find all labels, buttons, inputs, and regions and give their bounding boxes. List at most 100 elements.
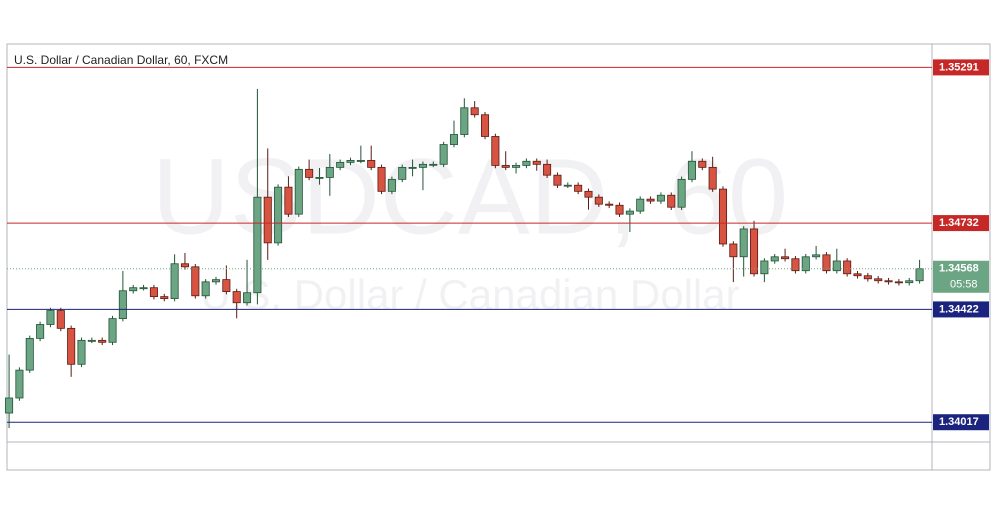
candle-body — [853, 273, 862, 277]
candle-body — [532, 160, 541, 165]
candle-body — [336, 161, 345, 168]
candle-body — [274, 186, 283, 244]
candle-body — [201, 281, 210, 297]
candle-body — [180, 263, 189, 268]
candle-body — [915, 268, 924, 282]
candle-body — [832, 260, 841, 272]
candle-body — [522, 160, 531, 166]
level-label-bg — [933, 414, 989, 431]
candle-body — [315, 177, 324, 179]
candle-body — [687, 160, 696, 180]
candle-body — [760, 260, 769, 275]
candle-body — [636, 198, 645, 212]
candle-body — [863, 275, 872, 280]
candle-body — [729, 243, 738, 258]
candle-body — [129, 287, 138, 292]
candle-body — [398, 166, 407, 180]
candle-body — [5, 397, 14, 414]
candle-body — [884, 280, 893, 283]
candle-body — [25, 337, 34, 371]
candle-body — [294, 168, 303, 215]
candle-body — [170, 263, 179, 299]
level-label: 1.35291 — [939, 61, 979, 73]
candle-body — [677, 178, 686, 208]
candle-body — [460, 107, 469, 135]
candle-body — [222, 279, 231, 293]
last-price-bg — [933, 260, 989, 293]
candle-body — [263, 196, 272, 244]
candle-body — [98, 339, 107, 343]
candle-body — [718, 188, 728, 245]
candle-body — [574, 184, 583, 192]
candle-body — [439, 144, 448, 165]
candle-body — [812, 254, 821, 258]
candle-body — [408, 166, 417, 169]
candle-body — [211, 279, 221, 283]
candle-body — [501, 165, 510, 168]
candle-body — [874, 278, 883, 282]
candle-body — [843, 260, 852, 275]
candle-body — [356, 160, 365, 162]
last-price-label: 1.34568 — [939, 263, 979, 275]
level-label-bg — [933, 215, 989, 232]
candle-body — [77, 339, 86, 365]
candle-body — [46, 310, 55, 325]
candle-body — [377, 166, 386, 192]
candle-body — [822, 254, 831, 272]
candle-body — [305, 168, 314, 178]
level-label: 1.34422 — [939, 303, 979, 315]
candle-body — [191, 266, 200, 297]
candle-body — [429, 163, 438, 166]
candle-body — [36, 324, 45, 339]
candle-body — [243, 292, 252, 304]
candle-body — [491, 136, 500, 166]
candle-body — [367, 160, 376, 168]
candle-body — [563, 184, 572, 187]
candle-body — [284, 186, 293, 215]
candle-body — [646, 198, 655, 202]
chart-frame — [6, 43, 991, 471]
candle-body — [739, 228, 748, 258]
candle-body — [470, 107, 479, 116]
candle-body — [894, 281, 903, 284]
candle-body — [512, 165, 521, 168]
candle-body — [480, 114, 490, 137]
watermark: USDCAD, 60 — [152, 136, 788, 257]
candle-body — [87, 339, 96, 342]
candle-body — [698, 160, 707, 168]
candle-body — [625, 210, 634, 215]
candle-body — [594, 196, 603, 205]
candle-body — [781, 256, 790, 260]
candle-body — [67, 327, 76, 365]
candle-body — [615, 204, 624, 215]
level-label: 1.34732 — [939, 217, 979, 229]
candle-body — [56, 310, 65, 329]
candle-body — [139, 287, 148, 290]
level-label-bg — [933, 59, 989, 76]
candle-body — [605, 203, 614, 206]
level-label-bg — [933, 301, 989, 318]
candle-body — [449, 134, 459, 145]
candle-body — [253, 196, 262, 294]
countdown-label: 05:58 — [950, 279, 978, 291]
watermark-subtitle: U.S. Dollar / Canadian Dollar — [200, 271, 739, 318]
candle-body — [387, 178, 396, 192]
candle-body — [708, 166, 717, 190]
candle-body — [149, 287, 158, 298]
candle-body — [667, 194, 676, 208]
level-label: 1.34017 — [939, 416, 979, 428]
candle-body — [15, 369, 24, 399]
candle-body — [418, 163, 427, 168]
candle-body — [750, 228, 759, 275]
candle-body — [656, 194, 665, 202]
candle-body — [791, 258, 800, 272]
candle-body — [553, 174, 562, 186]
candle-body — [160, 296, 169, 299]
candle-body — [584, 190, 593, 198]
candle-body — [801, 256, 810, 272]
candle-body — [325, 166, 334, 178]
candle-body — [232, 291, 241, 304]
chart-title: U.S. Dollar / Canadian Dollar, 60, FXCM — [14, 53, 228, 67]
candle-body — [905, 280, 914, 284]
